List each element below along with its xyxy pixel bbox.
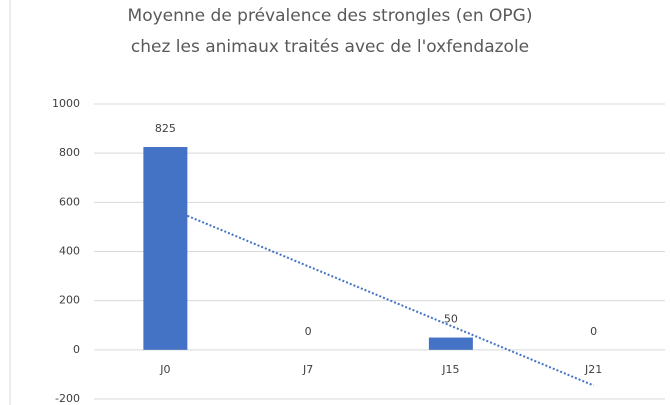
y-tick-label: 1000 <box>52 97 80 110</box>
bar <box>428 337 473 350</box>
y-tick-label: 0 <box>73 343 80 356</box>
x-tick-label: J21 <box>584 363 602 376</box>
bar <box>143 147 188 350</box>
x-tick-label: J15 <box>441 363 459 376</box>
data-label: 50 <box>444 313 458 326</box>
data-label: 0 <box>590 325 597 338</box>
data-label: 0 <box>305 325 312 338</box>
y-tick-label: 800 <box>59 146 80 159</box>
y-tick-label: 600 <box>59 195 80 208</box>
y-tick-label: 400 <box>59 245 80 258</box>
data-label: 825 <box>155 122 176 135</box>
y-tick-label: -200 <box>55 392 80 405</box>
x-tick-label: J7 <box>302 363 313 376</box>
x-tick-label: J0 <box>159 363 170 376</box>
chart-title: Moyenne de prévalence des strongles (en … <box>128 6 533 26</box>
chart-title: chez les animaux traités avec de l'oxfen… <box>131 37 529 57</box>
y-tick-label: 200 <box>59 294 80 307</box>
trendline <box>186 214 595 387</box>
